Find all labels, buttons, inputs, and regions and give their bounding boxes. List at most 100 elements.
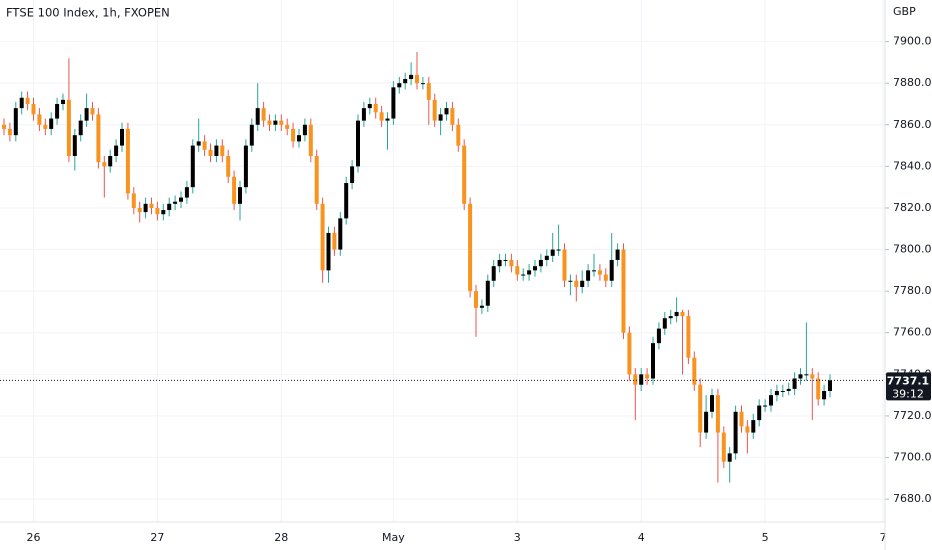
candle-body — [255, 108, 260, 125]
x-tick-label: 3 — [514, 531, 521, 544]
candle-body — [214, 145, 219, 156]
x-tick-label: 28 — [274, 531, 288, 544]
candle-body — [385, 118, 390, 121]
candle-body — [208, 149, 213, 156]
candle-body — [603, 274, 608, 281]
candle-body — [2, 124, 6, 129]
candle-body — [356, 120, 360, 167]
y-tick-label: 7840.0 — [893, 159, 932, 172]
candle-body — [692, 357, 697, 385]
candle-body — [715, 395, 720, 433]
candle-body — [680, 311, 685, 317]
candle-body — [828, 380, 832, 391]
candle-body — [108, 155, 113, 167]
y-tick-label: 7680.0 — [893, 492, 932, 505]
candle-body — [267, 120, 272, 125]
candle-body — [474, 291, 478, 308]
candle-body — [49, 118, 54, 129]
candle-body — [326, 232, 331, 271]
candle-body — [155, 207, 160, 215]
candle-body — [580, 280, 585, 287]
candle-body — [515, 266, 520, 275]
candle-body — [373, 103, 378, 113]
candle-body — [462, 145, 467, 204]
overlay: 7737.139:12 — [0, 372, 931, 401]
candle-body — [745, 426, 750, 433]
candle-body — [432, 99, 437, 121]
candle-body — [609, 259, 614, 281]
candle-body — [774, 390, 779, 396]
candle-body — [780, 390, 785, 392]
candle-body — [721, 432, 726, 462]
y-tick-label: 7720.0 — [893, 409, 932, 422]
x-tick-label: May — [382, 531, 405, 544]
candle-body — [420, 83, 425, 85]
candle-body — [102, 162, 107, 167]
candle-body — [468, 203, 473, 292]
candle-body — [13, 108, 18, 136]
candle-body — [456, 124, 461, 146]
candle-body — [556, 249, 561, 251]
candle-body — [656, 328, 661, 344]
y-tick-label: 7760.0 — [893, 326, 932, 339]
candle-body — [415, 74, 419, 84]
candle-body — [397, 83, 402, 88]
candle-body — [238, 187, 242, 204]
candle-body — [497, 259, 502, 267]
candle-body — [31, 103, 36, 115]
candle-body — [521, 274, 526, 276]
candle-body — [332, 232, 337, 250]
candle-body — [816, 378, 821, 400]
candle-body — [786, 388, 791, 391]
candle-body — [810, 374, 815, 379]
countdown-label: 39:12 — [892, 387, 924, 400]
candle-body — [196, 141, 201, 146]
candle-body — [202, 141, 207, 150]
candle-body — [485, 280, 490, 306]
candle-body — [450, 108, 455, 125]
candle-body — [285, 124, 290, 129]
candle-body — [314, 155, 319, 204]
candle-body — [698, 384, 703, 433]
candle-body — [763, 405, 768, 407]
candle-body — [114, 145, 119, 156]
candle-body — [792, 378, 797, 389]
candle-body — [686, 316, 691, 358]
candle-body — [367, 103, 372, 109]
candle-body — [568, 280, 573, 282]
candle-body — [645, 374, 650, 379]
candle-body — [131, 193, 136, 208]
candle-body — [190, 145, 195, 188]
candle-body — [586, 270, 591, 281]
candle-body — [615, 249, 620, 260]
candle-body — [633, 374, 638, 385]
candle-body — [19, 97, 24, 109]
candle-body — [7, 128, 12, 136]
candle-body — [361, 108, 366, 121]
candle-body — [173, 201, 178, 204]
candle-body — [509, 259, 514, 267]
y-tick-label: 7900.0 — [893, 35, 932, 48]
y-tick-label: 7860.0 — [893, 118, 932, 131]
candle-body — [409, 74, 414, 80]
candle-body — [538, 259, 543, 267]
candle-body — [344, 183, 349, 219]
candle-body — [739, 411, 744, 427]
candle-body — [297, 135, 301, 142]
candle-body — [37, 114, 42, 125]
candle-body — [43, 124, 48, 129]
candle-body — [533, 266, 537, 271]
x-tick-label: 27 — [150, 531, 164, 544]
chart-title: FTSE 100 Index, 1h, FXOPEN — [6, 6, 170, 20]
candle-body — [184, 187, 189, 198]
candle-body — [226, 155, 231, 177]
candle-body — [220, 145, 225, 156]
y-tick-label: 7780.0 — [893, 284, 932, 297]
x-tick-label: 4 — [638, 531, 645, 544]
candles — [2, 51, 832, 483]
candle-body — [668, 316, 673, 319]
candle-body — [302, 124, 307, 136]
